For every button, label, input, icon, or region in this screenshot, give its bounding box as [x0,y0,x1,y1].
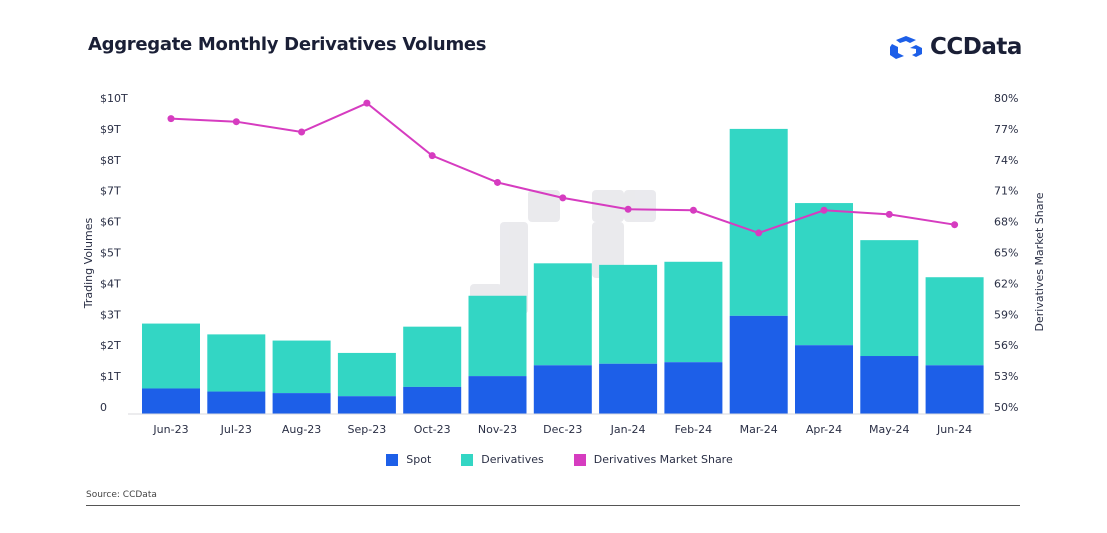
market-share-point [167,115,175,123]
right-axis-ticks: 50% 53% 56% 59% 62% 65% 68% 71% 74% 77% 80% [994,92,1018,414]
left-axis-title: Trading Volumes [82,217,95,309]
y2-tick-label: 59% [994,308,1018,321]
market-share-point [885,210,893,218]
y2-tick-label: 71% [994,185,1018,198]
market-share-point [755,229,763,237]
bar-derivatives [599,264,658,364]
bar-derivatives [403,326,462,387]
y-tick-label: $7T [100,185,121,198]
legend-swatch-market-share [573,453,586,466]
x-tick-label: Apr-24 [806,423,842,436]
x-tick-label: Sep-23 [348,423,387,436]
bar-spot [468,376,527,414]
market-share-point [428,152,436,160]
market-share-point [951,221,959,229]
y-tick-label: 0 [100,401,107,414]
ccdata-logo-icon [890,36,922,59]
bar-derivatives [207,334,266,392]
y2-tick-label: 53% [994,370,1018,383]
y2-tick-label: 74% [994,154,1018,167]
y2-tick-label: 65% [994,247,1018,260]
bar-derivatives [925,277,984,366]
bar-derivatives [729,128,788,316]
y-tick-label: $8T [100,154,121,167]
bar-spot [795,345,853,414]
bar-spot [142,388,200,414]
legend-item-spot: Spot [386,453,431,466]
bar-derivatives [860,240,919,357]
y2-tick-label: 80% [994,92,1018,105]
right-axis-title: Derivatives Market Share [1033,192,1046,331]
market-share-point [689,206,697,214]
legend-item-market-share: Derivatives Market Share [573,453,733,466]
market-share-point [820,206,828,214]
legend-label-derivatives: Derivatives [481,453,544,466]
x-tick-label: Jun-24 [936,423,972,436]
y-tick-label: $2T [100,339,121,352]
bar-series [142,128,984,414]
market-share-point [232,118,240,126]
bar-spot [533,365,592,414]
bar-derivatives [468,295,527,377]
footer-divider [86,505,1020,506]
source-note: Source: CCData [86,490,157,500]
x-tick-label: Jul-23 [220,423,252,436]
x-tick-label: Feb-24 [675,423,712,436]
legend-swatch-spot [386,453,399,466]
bar-spot [925,365,984,414]
y2-tick-label: 62% [994,277,1018,290]
x-tick-label: Nov-23 [478,423,517,436]
y2-tick-label: 56% [994,339,1018,352]
bar-spot [272,393,331,414]
market-share-point [559,194,567,202]
chart-legend: Spot Derivatives Derivatives Market Shar… [0,453,1107,466]
bar-spot [860,356,919,414]
y-tick-label: $5T [100,247,121,260]
y-tick-label: $6T [100,216,121,229]
market-share-point [624,205,632,213]
y-tick-label: $9T [100,123,121,136]
market-share-point [494,178,501,186]
bar-derivatives [337,352,396,397]
x-tick-label: May-24 [869,423,910,436]
x-tick-label: Mar-24 [740,423,778,436]
y2-tick-label: 77% [994,123,1018,136]
logo-text: CCData [930,34,1022,60]
legend-label-market-share: Derivatives Market Share [593,453,733,466]
bar-spot [664,362,723,414]
x-tick-label: Jun-23 [152,423,188,436]
y-tick-label: $4T [100,277,121,290]
legend-swatch-derivatives [461,453,474,466]
market-share-point [363,99,371,107]
bar-spot [403,386,462,414]
bar-derivatives [664,261,723,363]
y-tick-label: $1T [100,370,121,383]
bar-derivatives [142,323,200,389]
legend-item-derivatives: Derivatives [461,453,544,466]
y-tick-label: $3T [100,308,121,321]
bar-derivatives [795,203,853,346]
legend-label-spot: Spot [406,453,432,466]
bar-spot [729,315,788,414]
y-tick-label: $10T [100,92,128,105]
bar-spot [599,363,658,414]
x-tick-label: Dec-23 [543,423,582,436]
market-share-series [167,99,959,237]
chart-title: Aggregate Monthly Derivatives Volumes [88,34,487,55]
x-tick-label: Oct-23 [414,423,451,436]
y2-tick-label: 50% [994,401,1018,414]
bar-derivatives [272,340,331,394]
bar-spot [207,391,266,414]
market-share-point [298,128,306,136]
left-axis-ticks: 0 $1T $2T $3T $4T $5T $6T $7T $8T $9T $10T [100,92,128,414]
brand-logo: CCData [888,30,1022,64]
bar-derivatives [533,263,592,366]
y2-tick-label: 68% [994,216,1018,229]
bar-spot [337,396,396,414]
x-tick-label: Jan-24 [610,423,646,436]
x-tick-label: Aug-23 [282,423,321,436]
x-axis-ticks: Jun-23 Jul-23 Aug-23 Sep-23 Oct-23 Nov-23 Dec-… [152,423,972,436]
